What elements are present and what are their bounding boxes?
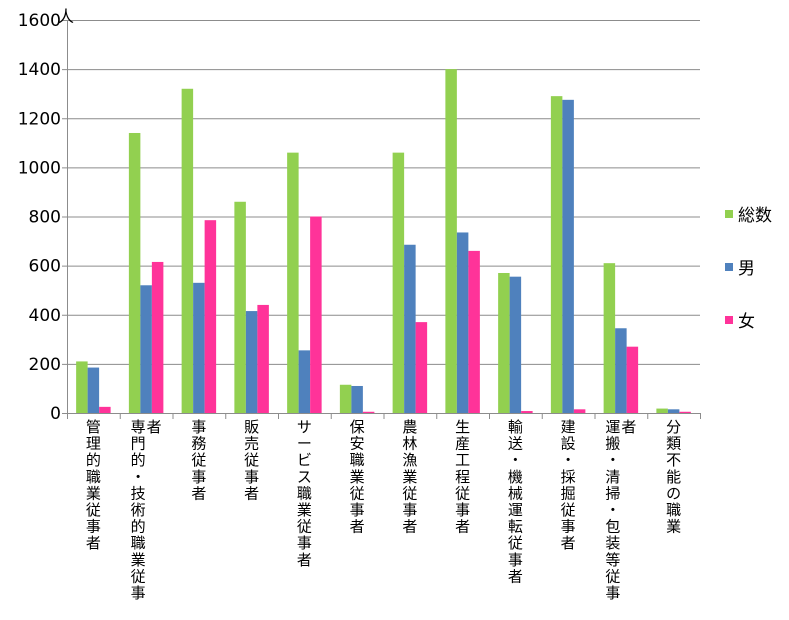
x-category-label: 管理的職業従事者 (86, 418, 101, 552)
bar-female (257, 304, 269, 413)
bar-male (193, 282, 205, 413)
bar-male (456, 232, 469, 413)
y-tick-label: 1600 (18, 11, 61, 31)
bar-female (310, 216, 322, 413)
bars (76, 69, 691, 414)
x-category-label: 輸送・機械運転従事者 (508, 418, 523, 585)
x-category-label: 販売従事者 (244, 418, 259, 502)
bar-male (298, 350, 311, 413)
bar-male (140, 285, 152, 413)
bar-total (445, 69, 457, 413)
y-tick-label: 800 (29, 208, 61, 228)
y-tick-label: 1000 (18, 158, 61, 178)
axes (62, 20, 701, 419)
x-category-label: 保安職業従事者 (350, 418, 365, 536)
legend-label: 総数 (738, 206, 772, 226)
y-tick-label: 1200 (18, 109, 61, 129)
bar-male (351, 385, 363, 413)
bar-total (339, 384, 352, 413)
x-category-label: 分類不能の職業 (666, 418, 681, 536)
bar-female (468, 250, 480, 413)
x-category-label: 専門的・技術的職業従事者 (131, 418, 162, 602)
bar-male (562, 99, 574, 413)
legend-swatch (725, 263, 733, 271)
bar-male (245, 311, 258, 413)
y-tick-label: 600 (29, 257, 61, 277)
bar-female (626, 346, 639, 413)
bar-male (509, 276, 522, 413)
bar-female (204, 220, 217, 413)
bar-female (99, 406, 111, 413)
y-unit-label: 人 (58, 7, 74, 26)
bar-total (656, 408, 668, 413)
legend-swatch (725, 210, 733, 218)
bar-male (87, 367, 100, 413)
bar-male (667, 409, 680, 413)
bar-female (521, 411, 533, 413)
legend-label: 男 (738, 259, 755, 279)
y-tick-label: 400 (29, 306, 61, 326)
bar-female (415, 322, 428, 413)
bar-total (234, 201, 246, 413)
x-category-label: 農林漁業従事者 (402, 418, 417, 536)
bar-total (498, 272, 510, 413)
bar-total (603, 263, 616, 413)
x-category-label: 運搬・清掃・包装等従事者 (605, 418, 636, 602)
x-category-label: 生産工程従事者 (455, 418, 470, 536)
x-category-labels: 管理的職業従事者 専門的・技術的職業従事者 事務従事者 販売従事者 サービス職業従事者 保… (86, 418, 681, 602)
bar-female (151, 261, 164, 413)
legend-label: 女 (738, 312, 755, 332)
bar-total (550, 96, 563, 414)
bar-total (181, 88, 194, 414)
x-category-label: サービス職業従事者 (297, 418, 312, 569)
gridlines (67, 20, 700, 365)
y-tick-label: 0 (50, 404, 61, 424)
bar-total (76, 361, 88, 413)
bar-total (287, 152, 299, 413)
bar-total (392, 152, 405, 413)
bar-female (573, 409, 586, 413)
legend-swatch (725, 316, 733, 324)
y-tick-labels: 0 200 400 600 800 1000 1200 1400 1600 (18, 11, 61, 424)
bar-female (679, 411, 691, 413)
x-category-label: 事務従事者 (191, 418, 206, 502)
bar-male (615, 328, 627, 413)
y-tick-label: 1400 (18, 60, 61, 80)
bar-total (128, 132, 141, 414)
bar-male (404, 244, 416, 413)
bar-female (362, 411, 375, 413)
x-category-label: 建設・採掘従事者 (561, 418, 576, 552)
y-tick-label: 200 (29, 355, 61, 375)
